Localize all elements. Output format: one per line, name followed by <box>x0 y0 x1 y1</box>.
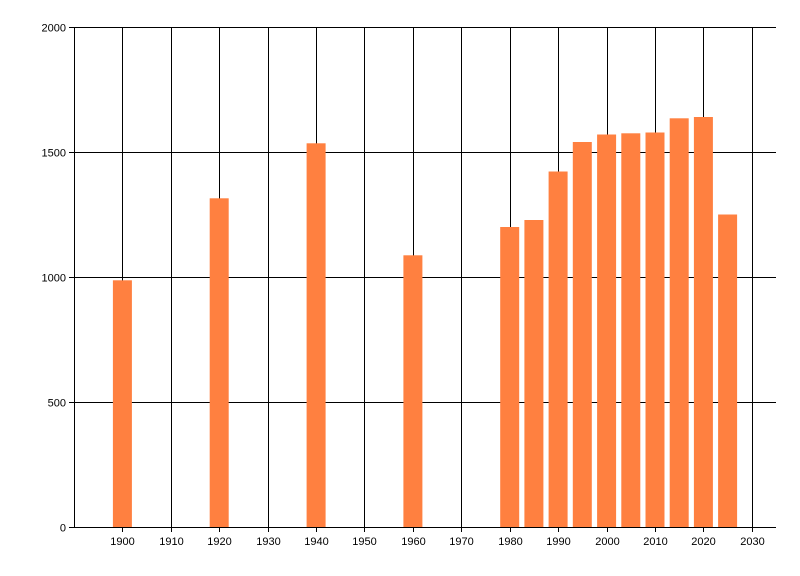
bar-1920 <box>209 198 229 528</box>
x-tick-label-1950: 1950 <box>352 536 376 548</box>
bar-2010 <box>645 132 665 527</box>
bar-1985 <box>524 220 544 527</box>
x-axis-ticks: 1900 1910 1920 1930 1940 1950 1960 1970 1980 1990… <box>110 527 765 548</box>
bar-1995 <box>572 142 592 527</box>
bar-2000 <box>597 134 617 527</box>
x-tick-label-1980: 1980 <box>498 536 522 548</box>
y-axis-ticks: 0 500 1000 1500 2000 <box>42 23 74 535</box>
x-tick-label-1930: 1930 <box>256 536 280 548</box>
y-tick-label-500: 500 <box>48 398 66 410</box>
x-tick-label-1910: 1910 <box>159 536 183 548</box>
bar-1980 <box>500 227 520 527</box>
y-tick-label-1000: 1000 <box>42 273 66 285</box>
y-tick-label-2000: 2000 <box>42 23 66 35</box>
bar-2020 <box>693 117 713 527</box>
bar-2025 <box>718 214 738 527</box>
x-tick-label-1940: 1940 <box>304 536 328 548</box>
x-tick-label-1970: 1970 <box>449 536 473 548</box>
bar-2005 <box>621 133 641 528</box>
x-tick-label-2030: 2030 <box>740 536 764 548</box>
bar-1940 <box>306 143 326 528</box>
bars <box>112 117 738 528</box>
x-tick-label-2020: 2020 <box>691 536 715 548</box>
x-tick-label-1920: 1920 <box>207 536 231 548</box>
x-tick-label-2000: 2000 <box>595 536 619 548</box>
bar-1960 <box>403 255 423 528</box>
y-tick-label-0: 0 <box>60 523 66 535</box>
x-tick-label-1990: 1990 <box>546 536 570 548</box>
y-tick-label-1500: 1500 <box>42 148 66 160</box>
x-tick-label-2010: 2010 <box>643 536 667 548</box>
bar-1900 <box>112 280 132 528</box>
x-tick-label-1960: 1960 <box>401 536 425 548</box>
bar-2015 <box>669 118 689 528</box>
x-tick-label-1900: 1900 <box>110 536 134 548</box>
bar-1990 <box>548 171 568 527</box>
axes <box>74 27 776 528</box>
